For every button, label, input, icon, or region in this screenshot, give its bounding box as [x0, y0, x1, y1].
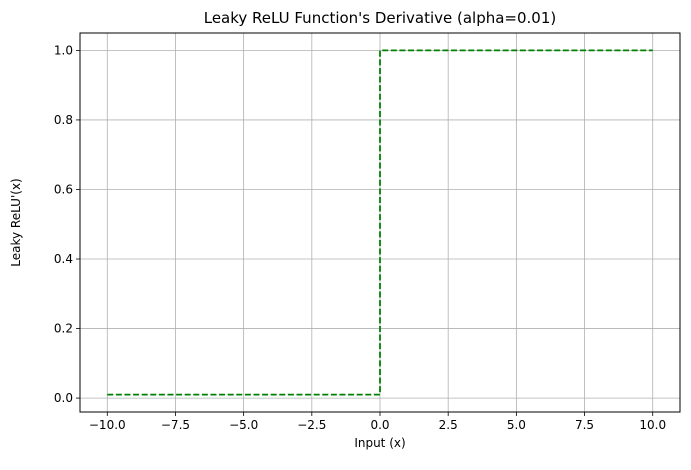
x-tick-label: −10.0 — [89, 418, 126, 432]
series-line — [107, 49, 653, 396]
y-axis: 0.0 0.2 0.4 0.6 0.8 1.0 — [54, 43, 80, 405]
x-tick-label: 10.0 — [639, 418, 666, 432]
x-tick-label: −2.5 — [297, 418, 326, 432]
y-tick-label: 1.0 — [54, 43, 73, 57]
x-tick-label: 5.0 — [507, 418, 526, 432]
y-tick-label: 0.2 — [54, 322, 73, 336]
x-tick-label: 0.0 — [370, 418, 389, 432]
x-axis-label: Input (x) — [354, 436, 405, 450]
series-layer — [107, 49, 653, 396]
y-tick-label: 0.6 — [54, 182, 73, 196]
y-tick-label: 0.0 — [54, 391, 73, 405]
y-tick-label: 0.8 — [54, 113, 73, 127]
x-tick-label: −5.0 — [229, 418, 258, 432]
y-axis-label: Leaky ReLU'(x) — [9, 178, 23, 266]
y-tick-label: 0.4 — [54, 252, 73, 266]
x-axis: −10.0 −7.5 −5.0 −2.5 0.0 2.5 5.0 7.5 10.0 — [89, 412, 666, 432]
x-tick-label: 2.5 — [439, 418, 458, 432]
x-tick-label: −7.5 — [161, 418, 190, 432]
x-tick-label: 7.5 — [575, 418, 594, 432]
chart-title: Leaky ReLU Function's Derivative (alpha=… — [204, 9, 557, 27]
